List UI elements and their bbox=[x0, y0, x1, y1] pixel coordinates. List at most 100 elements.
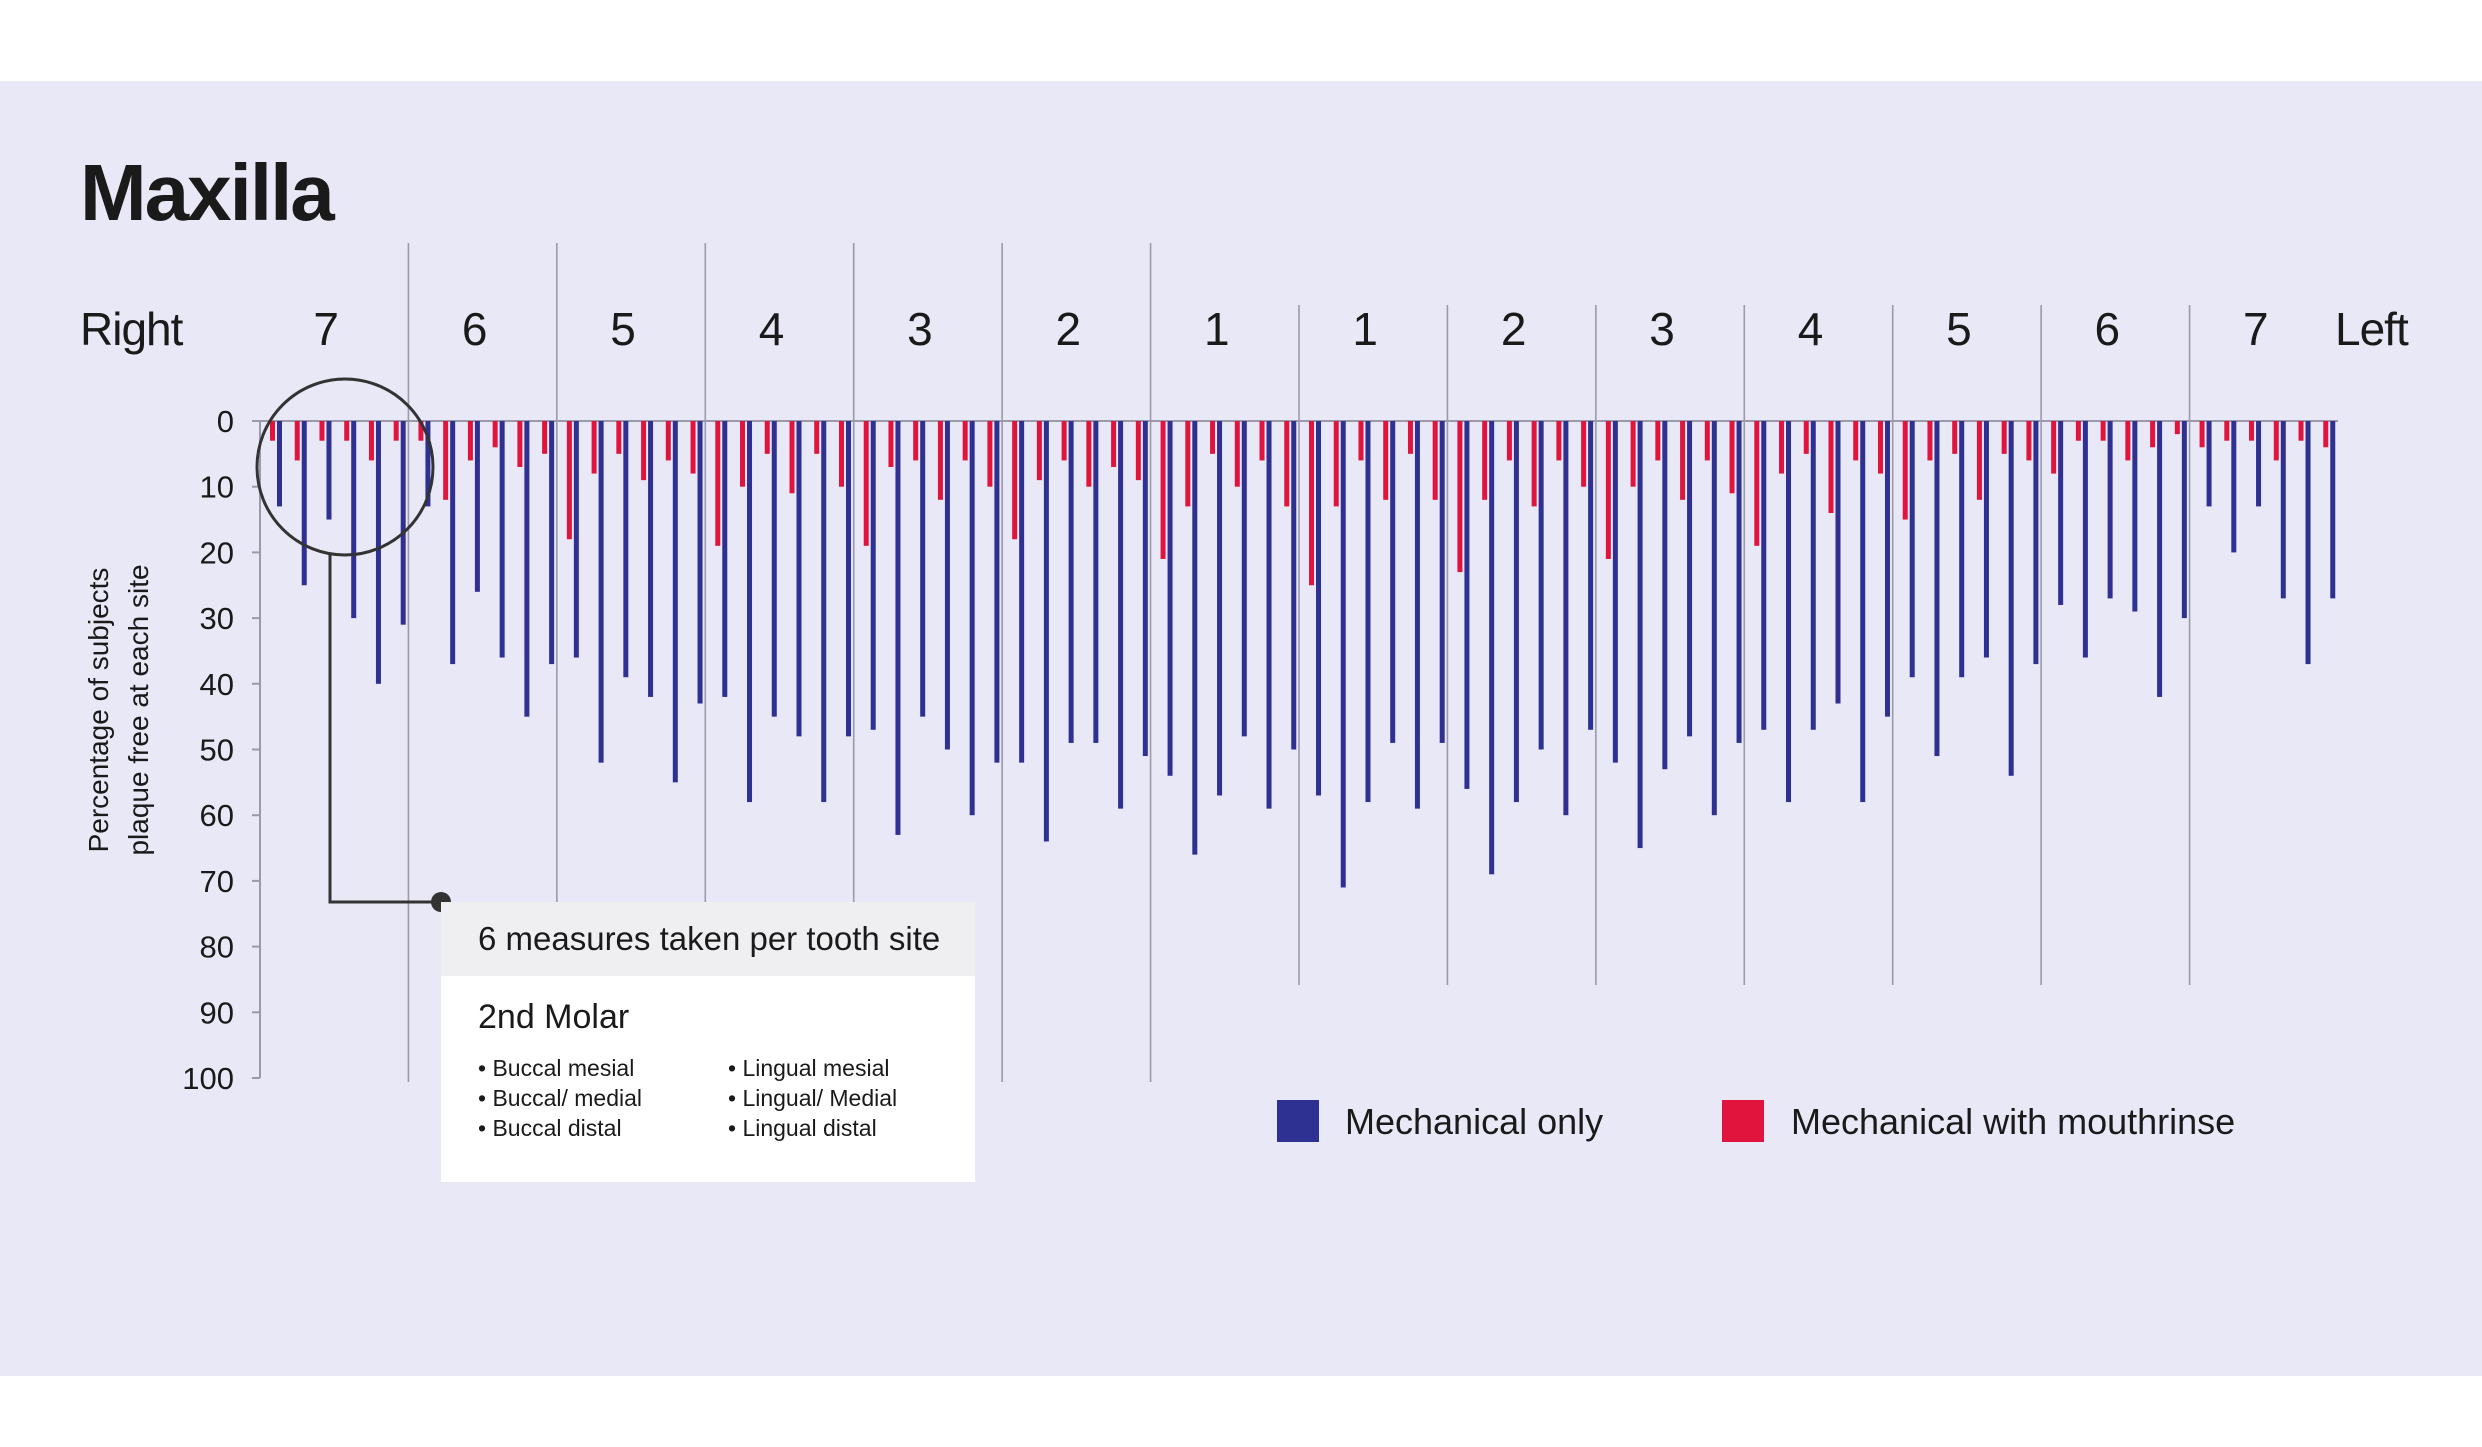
bar-mechanical-with-mouthrinse bbox=[616, 421, 622, 454]
bar-mechanical-with-mouthrinse bbox=[2298, 421, 2304, 441]
callout-header-bg bbox=[441, 902, 975, 976]
bar-mechanical-with-mouthrinse bbox=[368, 421, 374, 461]
bar-series bbox=[270, 421, 2336, 888]
bar-mechanical-only bbox=[1736, 421, 1742, 743]
callout-box: 6 measures taken per tooth site 2nd Mola… bbox=[441, 902, 975, 1182]
bar-mechanical-only bbox=[1217, 421, 1223, 796]
bar-mechanical-with-mouthrinse bbox=[294, 421, 300, 461]
bar-mechanical-only bbox=[1340, 421, 1346, 888]
bar-mechanical-only bbox=[1538, 421, 1544, 750]
bar-mechanical-with-mouthrinse bbox=[1111, 421, 1117, 467]
bar-mechanical-with-mouthrinse bbox=[467, 421, 473, 461]
bar-mechanical-with-mouthrinse bbox=[1210, 421, 1216, 454]
bar-mechanical-with-mouthrinse bbox=[665, 421, 671, 461]
y-tick-label: 40 bbox=[200, 667, 234, 702]
tooth-label: 7 bbox=[2243, 303, 2269, 355]
bar-mechanical-only bbox=[1786, 421, 1792, 803]
bar-mechanical-only bbox=[1909, 421, 1915, 678]
bar-mechanical-only bbox=[1934, 421, 1940, 757]
bar-mechanical-only bbox=[1068, 421, 1074, 743]
bar-mechanical-only bbox=[697, 421, 703, 704]
y-tick-label: 0 bbox=[217, 404, 234, 439]
bar-mechanical-only bbox=[326, 421, 332, 520]
bar-mechanical-only bbox=[2280, 421, 2286, 599]
bar-mechanical-with-mouthrinse bbox=[789, 421, 795, 494]
bar-mechanical-only bbox=[549, 421, 555, 665]
bar-mechanical-only bbox=[1761, 421, 1767, 730]
bar-mechanical-with-mouthrinse bbox=[2199, 421, 2205, 448]
tooth-label: 4 bbox=[759, 303, 785, 355]
bar-mechanical-with-mouthrinse bbox=[517, 421, 523, 467]
bar-mechanical-only bbox=[1563, 421, 1569, 816]
bar-mechanical-only bbox=[1662, 421, 1668, 770]
side-label-right: Right bbox=[80, 303, 184, 355]
bar-mechanical-only bbox=[1810, 421, 1816, 730]
legend-label-mechanical-with-mouthrinse: Mechanical with mouthrinse bbox=[1791, 1101, 2235, 1142]
bar-mechanical-with-mouthrinse bbox=[715, 421, 721, 546]
bar-mechanical-only bbox=[944, 421, 950, 750]
bar-mechanical-with-mouthrinse bbox=[1185, 421, 1191, 507]
bar-mechanical-with-mouthrinse bbox=[1457, 421, 1463, 573]
bar-mechanical-with-mouthrinse bbox=[2001, 421, 2007, 454]
bar-mechanical-only bbox=[1860, 421, 1866, 803]
bar-mechanical-with-mouthrinse bbox=[2273, 421, 2279, 461]
bar-mechanical-only bbox=[1167, 421, 1173, 776]
bar-mechanical-only bbox=[1439, 421, 1445, 743]
y-tick-label: 100 bbox=[182, 1061, 234, 1096]
bar-mechanical-with-mouthrinse bbox=[1012, 421, 1018, 540]
bar-mechanical-with-mouthrinse bbox=[1729, 421, 1735, 494]
bar-mechanical-with-mouthrinse bbox=[1407, 421, 1413, 454]
bar-mechanical-with-mouthrinse bbox=[443, 421, 449, 500]
tooth-label: 4 bbox=[1798, 303, 1824, 355]
bar-mechanical-only bbox=[821, 421, 827, 803]
y-tick-label: 50 bbox=[200, 733, 234, 768]
bar-mechanical-with-mouthrinse bbox=[1086, 421, 1092, 487]
bar-mechanical-with-mouthrinse bbox=[1358, 421, 1364, 461]
tooth-label: 3 bbox=[1649, 303, 1675, 355]
y-axis-label-line2: plaque free at each site bbox=[123, 564, 154, 855]
bar-mechanical-only bbox=[1390, 421, 1396, 743]
callout-item: • Buccal mesial bbox=[478, 1055, 634, 1081]
bar-mechanical-only bbox=[1019, 421, 1025, 763]
bar-mechanical-only bbox=[2132, 421, 2138, 612]
callout-item: • Lingual distal bbox=[728, 1115, 877, 1141]
bar-mechanical-with-mouthrinse bbox=[418, 421, 424, 441]
bar-mechanical-only bbox=[1835, 421, 1841, 704]
highlight-circle bbox=[255, 377, 435, 557]
tooth-label: 6 bbox=[462, 303, 488, 355]
bar-mechanical-only bbox=[2107, 421, 2113, 599]
bar-mechanical-only bbox=[1414, 421, 1420, 809]
bar-mechanical-with-mouthrinse bbox=[888, 421, 894, 467]
bar-mechanical-with-mouthrinse bbox=[1432, 421, 1438, 500]
bar-mechanical-with-mouthrinse bbox=[1259, 421, 1265, 461]
bar-mechanical-only bbox=[1884, 421, 1890, 717]
bar-mechanical-with-mouthrinse bbox=[1976, 421, 1982, 500]
y-tick-label: 90 bbox=[200, 995, 234, 1030]
bar-mechanical-only bbox=[1489, 421, 1495, 875]
bar-mechanical-with-mouthrinse bbox=[913, 421, 919, 461]
bar-mechanical-only bbox=[598, 421, 604, 763]
bar-mechanical-with-mouthrinse bbox=[1506, 421, 1512, 461]
bar-mechanical-with-mouthrinse bbox=[2150, 421, 2156, 448]
bar-mechanical-only bbox=[1983, 421, 1989, 658]
bar-mechanical-with-mouthrinse bbox=[1630, 421, 1636, 487]
tooth-labels: 7 6 5 4 3 2 1 1 2 3 4 5 6 7 bbox=[313, 303, 2268, 355]
bar-mechanical-only bbox=[1291, 421, 1297, 750]
bar-mechanical-only bbox=[1513, 421, 1519, 803]
bar-mechanical-only bbox=[425, 421, 431, 507]
bar-mechanical-only bbox=[1118, 421, 1124, 809]
bar-mechanical-with-mouthrinse bbox=[1803, 421, 1809, 454]
bar-mechanical-only bbox=[796, 421, 802, 737]
bar-mechanical-with-mouthrinse bbox=[1061, 421, 1067, 461]
bar-mechanical-with-mouthrinse bbox=[1853, 421, 1859, 461]
bar-mechanical-with-mouthrinse bbox=[319, 421, 325, 441]
bar-mechanical-only bbox=[1043, 421, 1049, 842]
bar-mechanical-only bbox=[400, 421, 406, 625]
bar-mechanical-with-mouthrinse bbox=[2249, 421, 2255, 441]
bar-mechanical-only bbox=[870, 421, 876, 730]
tooth-label: 7 bbox=[313, 303, 339, 355]
bar-mechanical-only bbox=[845, 421, 851, 737]
bar-mechanical-only bbox=[1612, 421, 1618, 763]
bar-mechanical-only bbox=[895, 421, 901, 835]
